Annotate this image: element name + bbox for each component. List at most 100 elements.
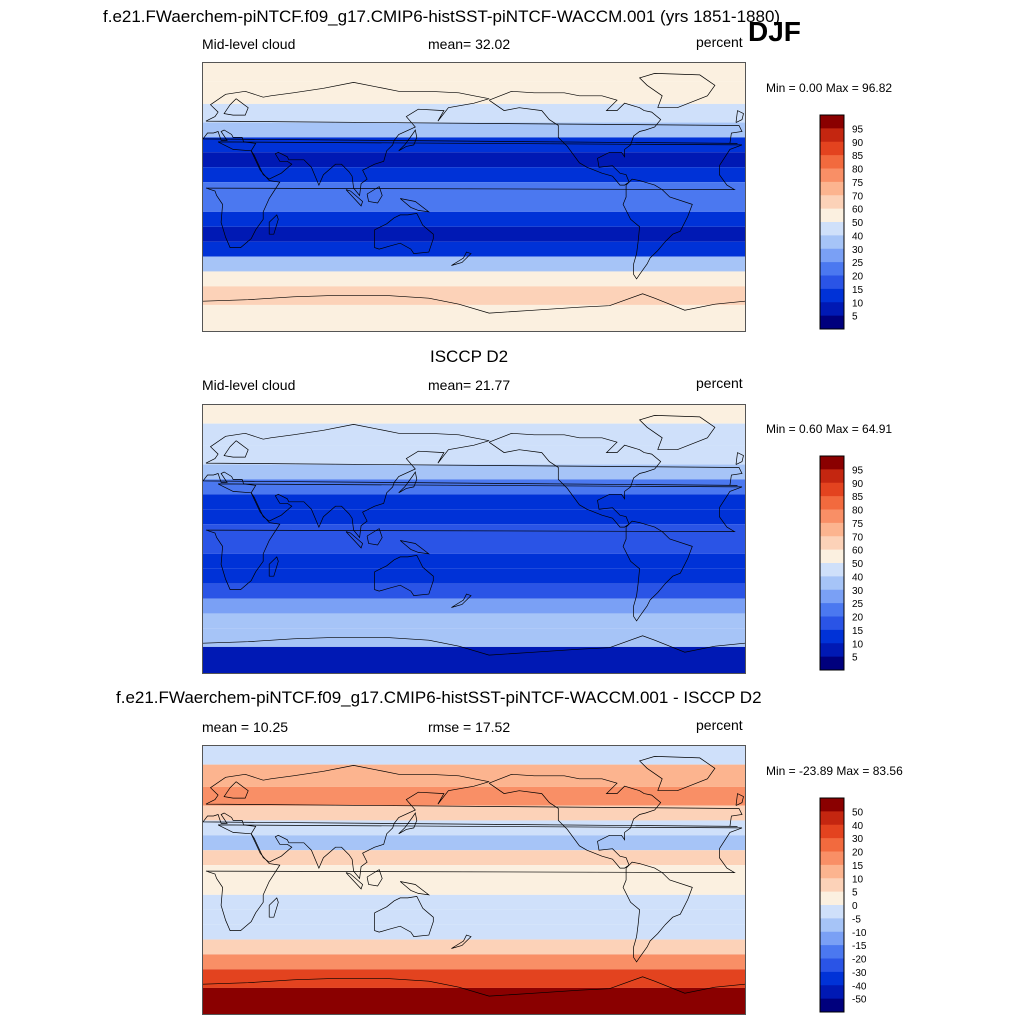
colorbar-swatch <box>820 482 844 497</box>
coastline <box>205 824 743 931</box>
lat-band <box>203 256 745 272</box>
colorbar-tick-label: 80 <box>852 165 864 176</box>
colorbar-swatch <box>820 576 844 591</box>
colorbar-swatch <box>820 971 844 986</box>
colorbar-swatch <box>820 302 844 317</box>
coastline <box>488 432 662 528</box>
colorbar-tick-label: 50 <box>852 807 864 818</box>
colorbar-tick-label: 30 <box>852 586 864 597</box>
coastline <box>399 881 431 896</box>
coastline <box>203 293 745 314</box>
lat-band <box>203 152 745 168</box>
lat-band <box>203 197 745 212</box>
lat-band <box>203 494 745 510</box>
panel3-map <box>202 745 746 1015</box>
lat-band <box>203 509 745 525</box>
coastline <box>203 635 745 656</box>
colorbar-tick-label: 15 <box>852 285 864 296</box>
lat-band <box>203 167 745 183</box>
lat-band <box>203 835 745 851</box>
colorbar-swatch <box>820 629 844 644</box>
lat-band <box>203 182 745 197</box>
colorbar-tick-label: 30 <box>852 834 864 845</box>
lat-band <box>203 764 745 787</box>
colorbar-swatch <box>820 536 844 551</box>
panel1-map <box>202 62 746 332</box>
colorbar-tick-label: 40 <box>852 231 864 242</box>
coastline <box>366 186 383 204</box>
coastline <box>345 872 364 890</box>
colorbar-swatch <box>820 851 844 866</box>
lat-band <box>203 628 745 647</box>
coastline <box>398 812 418 835</box>
lat-band <box>203 613 745 629</box>
panel3-mean-label: mean = 10.25 <box>202 719 289 735</box>
lat-band <box>203 746 745 765</box>
coastline <box>735 793 744 806</box>
panel1-variable-label: Mid-level cloud <box>202 36 296 52</box>
coastline <box>399 198 431 213</box>
coastline <box>374 555 434 596</box>
coastline <box>622 178 693 280</box>
lat-band <box>203 103 745 123</box>
lat-band <box>203 479 745 495</box>
lat-band <box>203 524 745 539</box>
coastline <box>366 869 383 887</box>
colorbar-tick-label: 95 <box>852 124 864 135</box>
lat-band <box>203 954 745 970</box>
lat-band <box>203 304 745 331</box>
lat-band <box>203 969 745 988</box>
coastline <box>638 756 716 792</box>
lat-band <box>203 445 745 465</box>
coastline <box>366 528 383 546</box>
lat-band <box>203 226 745 242</box>
lat-band <box>203 211 745 227</box>
colorbar-tick-label: 5 <box>852 653 858 664</box>
coastline <box>345 189 364 207</box>
colorbar-tick-label: -50 <box>852 995 867 1006</box>
colorbar-swatch <box>820 168 844 183</box>
colorbar-tick-label: 90 <box>852 479 864 490</box>
colorbar-tick-label: 20 <box>852 848 864 859</box>
lat-band <box>203 63 745 82</box>
colorbar-tick-label: 20 <box>852 613 864 624</box>
lat-band <box>203 909 745 925</box>
colorbar-swatch <box>820 549 844 564</box>
coastline <box>735 452 744 465</box>
lat-band <box>203 122 745 138</box>
coastline <box>268 214 279 235</box>
colorbar-tick-label: -30 <box>852 968 867 979</box>
lat-band <box>203 820 745 836</box>
colorbar-swatch <box>820 563 844 577</box>
panel2-mean-label: mean= 21.77 <box>428 377 511 393</box>
colorbar-tick-label: 70 <box>852 191 864 202</box>
colorbar-swatch <box>820 931 844 946</box>
colorbar-swatch <box>820 798 844 812</box>
colorbar-swatch <box>820 656 844 671</box>
colorbar-tick-label: 30 <box>852 245 864 256</box>
coastline <box>622 861 693 963</box>
lat-band <box>203 271 745 287</box>
lat-band <box>203 137 745 153</box>
lat-band <box>203 939 745 955</box>
panel1-units-label: percent <box>696 34 743 50</box>
colorbar-tick-label: 10 <box>852 298 864 309</box>
coastline <box>488 773 662 869</box>
colorbar-swatch <box>820 235 844 250</box>
colorbar-swatch <box>820 603 844 617</box>
colorbar-swatch <box>820 128 844 143</box>
figure-title: f.e21.FWaerchem-piNTCF.f09_g17.CMIP6-his… <box>103 7 781 26</box>
colorbar-tick-label: 5 <box>852 312 858 323</box>
colorbar-tick-label: 25 <box>852 258 864 269</box>
colorbar-tick-label: -40 <box>852 981 867 992</box>
colorbar-tick-label: -20 <box>852 955 867 966</box>
colorbar-tick-label: 60 <box>852 205 864 216</box>
colorbar-swatch <box>820 288 844 303</box>
colorbar-tick-label: 90 <box>852 138 864 149</box>
coastline <box>398 471 418 494</box>
colorbar-swatch <box>820 958 844 973</box>
colorbar-swatch <box>820 456 844 470</box>
panel3-rmse-label: rmse = 17.52 <box>428 719 511 735</box>
lat-band <box>203 880 745 895</box>
coastline <box>399 540 431 555</box>
